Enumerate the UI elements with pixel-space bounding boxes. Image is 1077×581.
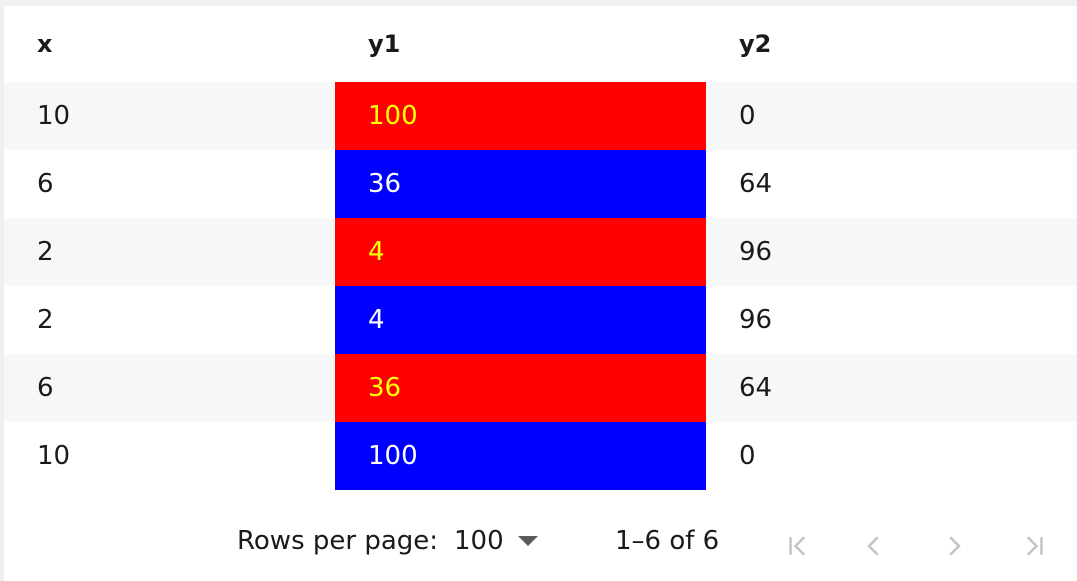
cell-y2: 0 xyxy=(739,441,756,471)
cell-y1: 36 xyxy=(335,354,706,422)
table-row[interactable]: 10 100 0 xyxy=(4,422,1077,490)
pagination-range: 1–6 of 6 xyxy=(615,526,720,556)
next-page-button[interactable] xyxy=(934,526,974,566)
column-header-y1[interactable]: y1 xyxy=(368,30,401,58)
cell-y1: 100 xyxy=(335,82,706,150)
first-page-button[interactable] xyxy=(778,526,818,566)
cell-y1: 36 xyxy=(335,150,706,218)
cell-x: 10 xyxy=(37,441,71,471)
previous-page-button[interactable] xyxy=(854,526,894,566)
pagination-bar: Rows per page: 100 1–6 of 6 xyxy=(4,506,1077,576)
first-page-icon xyxy=(789,536,806,556)
cell-y2: 64 xyxy=(706,354,1077,422)
cell-y2: 96 xyxy=(706,218,1077,286)
table-row[interactable]: 2 4 96 xyxy=(4,218,1077,286)
cell-x: 10 xyxy=(4,82,335,150)
last-page-icon xyxy=(1026,536,1043,556)
table-row[interactable]: 6 36 64 xyxy=(4,150,1077,218)
cell-y1: 4 xyxy=(335,286,706,354)
data-table: x y1 y2 10 100 0 6 36 64 2 4 96 2 xyxy=(4,6,1077,490)
column-header-x[interactable]: x xyxy=(37,30,53,58)
cell-y2: 96 xyxy=(739,305,773,335)
cell-y2: 64 xyxy=(739,169,773,199)
cell-x: 6 xyxy=(37,169,54,199)
column-header-y2[interactable]: y2 xyxy=(739,30,772,58)
rows-per-page-value: 100 xyxy=(454,526,504,556)
previous-page-icon xyxy=(867,536,879,556)
cell-y1: 4 xyxy=(335,218,706,286)
table-row[interactable]: 10 100 0 xyxy=(4,82,1077,150)
cell-x: 2 xyxy=(37,305,54,335)
rows-per-page-label: Rows per page: xyxy=(237,526,439,556)
last-page-button[interactable] xyxy=(1014,526,1054,566)
next-page-icon xyxy=(949,536,961,556)
cell-x: 2 xyxy=(4,218,335,286)
data-table-card: x y1 y2 10 100 0 6 36 64 2 4 96 2 xyxy=(4,6,1077,581)
cell-y2: 0 xyxy=(706,82,1077,150)
cell-y1: 100 xyxy=(335,422,706,490)
table-row[interactable]: 2 4 96 xyxy=(4,286,1077,354)
cell-x: 6 xyxy=(4,354,335,422)
table-row[interactable]: 6 36 64 xyxy=(4,354,1077,422)
header-row: x y1 y2 xyxy=(4,6,1077,82)
rows-per-page-select[interactable]: 100 xyxy=(454,526,538,556)
caret-down-icon xyxy=(517,536,538,546)
